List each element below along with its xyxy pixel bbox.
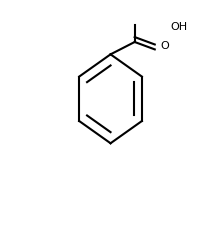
Text: O: O <box>160 41 169 51</box>
Text: OH: OH <box>170 22 187 32</box>
